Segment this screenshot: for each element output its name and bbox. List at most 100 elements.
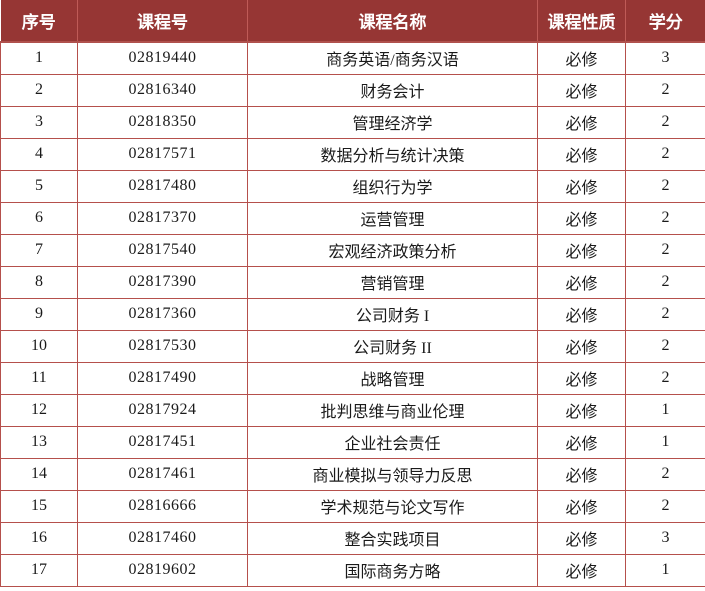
cell-seq: 12 [0,393,78,427]
cell-seq: 13 [0,425,78,459]
column-header-credit: 学分 [625,0,705,42]
cell-course-name: 财务会计 [247,73,538,107]
cell-course-type: 必修 [537,265,626,299]
cell-course-code: 02817490 [77,361,248,395]
cell-course-name: 运营管理 [247,201,538,235]
cell-course-type: 必修 [537,233,626,267]
cell-credit: 1 [625,425,705,459]
cell-course-code: 02817451 [77,425,248,459]
table-row: 12 02817924 批判思维与商业伦理 必修 1 [0,393,705,427]
cell-seq: 17 [0,553,78,587]
cell-course-type: 必修 [537,393,626,427]
table-row: 13 02817451 企业社会责任 必修 1 [0,425,705,459]
cell-seq: 6 [0,201,78,235]
table-row: 2 02816340 财务会计 必修 2 [0,73,705,107]
cell-course-code: 02817460 [77,521,248,555]
cell-credit: 2 [625,105,705,139]
cell-seq: 15 [0,489,78,523]
table-row: 15 02816666 学术规范与论文写作 必修 2 [0,489,705,523]
table-row: 9 02817360 公司财务 I 必修 2 [0,297,705,331]
cell-course-type: 必修 [537,489,626,523]
cell-seq: 10 [0,329,78,363]
cell-seq: 7 [0,233,78,267]
table-row: 14 02817461 商业模拟与领导力反思 必修 2 [0,457,705,491]
cell-seq: 9 [0,297,78,331]
cell-credit: 2 [625,265,705,299]
cell-credit: 2 [625,73,705,107]
cell-course-code: 02817530 [77,329,248,363]
cell-credit: 2 [625,233,705,267]
cell-seq: 11 [0,361,78,395]
column-header-name: 课程名称 [247,0,538,42]
cell-seq: 2 [0,73,78,107]
cell-course-name: 商业模拟与领导力反思 [247,457,538,491]
cell-credit: 1 [625,553,705,587]
cell-credit: 2 [625,297,705,331]
cell-course-code: 02817924 [77,393,248,427]
table-row: 4 02817571 数据分析与统计决策 必修 2 [0,137,705,171]
cell-seq: 5 [0,169,78,203]
cell-course-name: 组织行为学 [247,169,538,203]
cell-credit: 2 [625,361,705,395]
cell-seq: 14 [0,457,78,491]
cell-course-code: 02817360 [77,297,248,331]
cell-credit: 3 [625,521,705,555]
table-row: 10 02817530 公司财务 II 必修 2 [0,329,705,363]
cell-course-type: 必修 [537,41,626,75]
cell-course-type: 必修 [537,137,626,171]
cell-credit: 2 [625,329,705,363]
cell-course-code: 02817540 [77,233,248,267]
cell-course-name: 企业社会责任 [247,425,538,459]
cell-course-code: 02816340 [77,73,248,107]
table-row: 11 02817490 战略管理 必修 2 [0,361,705,395]
cell-seq: 8 [0,265,78,299]
cell-course-type: 必修 [537,329,626,363]
table-row: 16 02817460 整合实践项目 必修 3 [0,521,705,555]
cell-course-name: 学术规范与论文写作 [247,489,538,523]
table-body: 1 02819440 商务英语/商务汉语 必修 3 2 02816340 财务会计 必修 2 3 02… [0,41,705,587]
table-row: 3 02818350 管理经济学 必修 2 [0,105,705,139]
column-header-code: 课程号 [77,0,248,42]
table-row: 17 02819602 国际商务方略 必修 1 [0,553,705,587]
cell-course-code: 02818350 [77,105,248,139]
cell-course-name: 宏观经济政策分析 [247,233,538,267]
cell-course-name: 公司财务 I [247,297,538,331]
cell-course-type: 必修 [537,457,626,491]
cell-course-type: 必修 [537,105,626,139]
cell-course-type: 必修 [537,201,626,235]
column-header-seq: 序号 [0,0,78,42]
table-row: 7 02817540 宏观经济政策分析 必修 2 [0,233,705,267]
cell-course-code: 02817461 [77,457,248,491]
cell-course-type: 必修 [537,553,626,587]
cell-credit: 2 [625,201,705,235]
table-row: 1 02819440 商务英语/商务汉语 必修 3 [0,41,705,75]
cell-course-code: 02817571 [77,137,248,171]
cell-seq: 3 [0,105,78,139]
cell-seq: 1 [0,41,78,75]
cell-course-name: 整合实践项目 [247,521,538,555]
table-row: 8 02817390 营销管理 必修 2 [0,265,705,299]
cell-seq: 4 [0,137,78,171]
cell-credit: 2 [625,489,705,523]
table-row: 6 02817370 运营管理 必修 2 [0,201,705,235]
cell-course-name: 营销管理 [247,265,538,299]
cell-course-name: 战略管理 [247,361,538,395]
cell-course-type: 必修 [537,73,626,107]
table-header: 序号 课程号 课程名称 课程性质 学分 [0,0,705,42]
cell-course-type: 必修 [537,521,626,555]
cell-credit: 2 [625,137,705,171]
cell-seq: 16 [0,521,78,555]
cell-course-code: 02817370 [77,201,248,235]
table-row: 5 02817480 组织行为学 必修 2 [0,169,705,203]
cell-course-type: 必修 [537,297,626,331]
cell-course-name: 国际商务方略 [247,553,538,587]
cell-course-name: 数据分析与统计决策 [247,137,538,171]
cell-course-code: 02819602 [77,553,248,587]
cell-course-type: 必修 [537,361,626,395]
cell-course-name: 管理经济学 [247,105,538,139]
cell-course-type: 必修 [537,425,626,459]
cell-course-type: 必修 [537,169,626,203]
cell-course-code: 02816666 [77,489,248,523]
cell-credit: 2 [625,169,705,203]
